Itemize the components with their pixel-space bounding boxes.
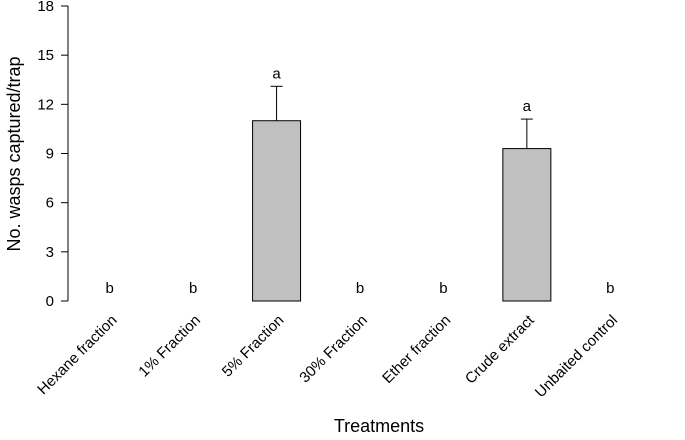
x-tick-label: Ether fraction xyxy=(379,312,454,387)
y-tick-label: 3 xyxy=(46,244,54,261)
significance-letter: b xyxy=(606,280,614,297)
x-tick-label: 5% Fraction xyxy=(219,312,288,381)
significance-letter: b xyxy=(439,280,447,297)
y-tick-label: 0 xyxy=(46,293,54,310)
y-tick-label: 6 xyxy=(46,195,54,212)
bar xyxy=(252,120,302,302)
y-tick-label: 18 xyxy=(37,0,54,15)
x-tick-label: Unbaited control xyxy=(532,312,621,401)
bar xyxy=(502,148,552,302)
x-tick-label: Hexane fraction xyxy=(34,312,120,398)
y-axis-title: No. wasps captured/trap xyxy=(4,56,24,251)
x-tick-label: 1% Fraction xyxy=(135,312,204,381)
significance-letter: b xyxy=(356,280,364,297)
significance-letter: b xyxy=(106,280,114,297)
x-tick-label: Crude extract xyxy=(462,311,538,387)
significance-letter: a xyxy=(272,65,281,82)
significance-letter: b xyxy=(189,280,197,297)
significance-letter: a xyxy=(523,98,532,115)
y-tick-label: 9 xyxy=(46,146,54,163)
y-tick-label: 15 xyxy=(37,47,54,64)
y-tick-label: 12 xyxy=(37,96,54,113)
x-axis-title: Treatments xyxy=(334,416,424,436)
x-tick-label: 30% Fraction xyxy=(296,312,371,387)
